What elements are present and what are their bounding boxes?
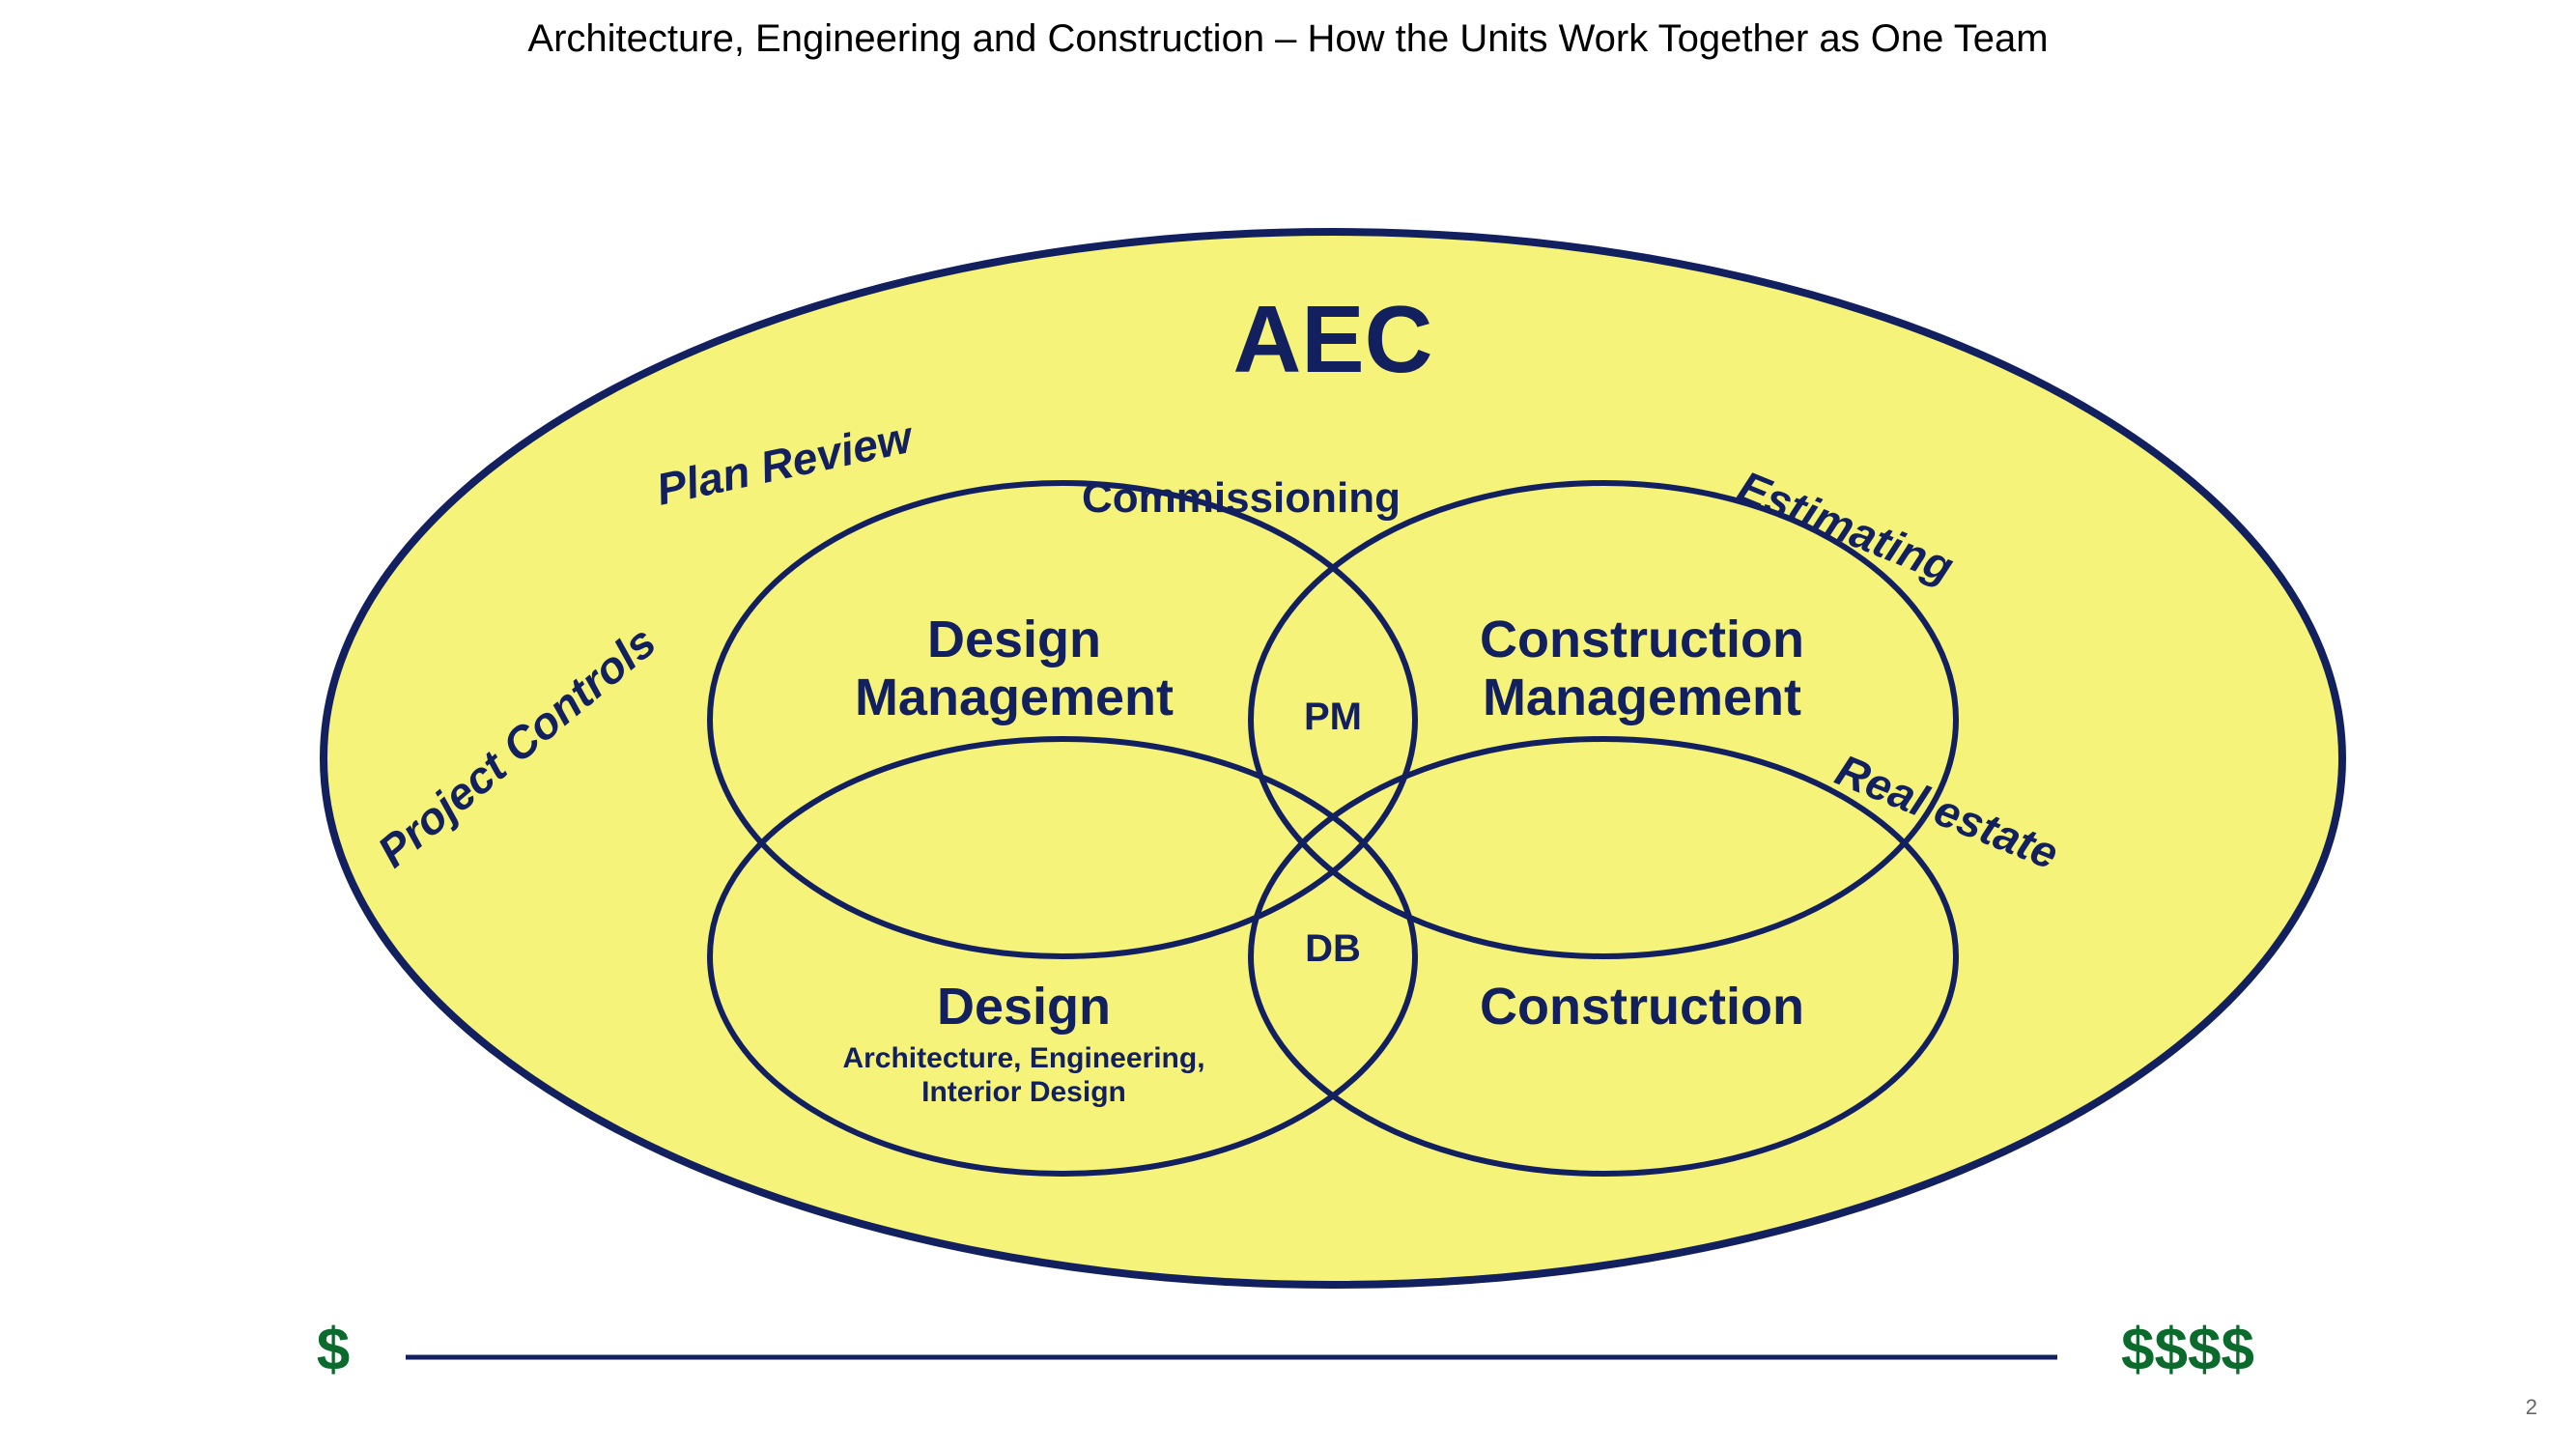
label-constr: Construction (1480, 978, 1804, 1036)
label-design_s2: Interior Design (921, 1076, 1126, 1108)
label-dm_line2: Management (855, 668, 1174, 726)
spectrum-left-dollar: $ (317, 1317, 350, 1383)
slide: Architecture, Engineering and Constructi… (0, 0, 2576, 1449)
page-number: 2 (2526, 1395, 2537, 1420)
label-design_s1: Architecture, Engineering, (842, 1042, 1204, 1074)
label-dm_line1: Design (927, 611, 1101, 668)
ring-label-commissioning: Commissioning (1082, 474, 1401, 522)
label-db: DB (1305, 927, 1361, 970)
label-pm: PM (1304, 696, 1362, 738)
label-cm_line2: Management (1483, 668, 1801, 726)
label-aec: AEC (1233, 286, 1433, 392)
label-design_hdr: Design (937, 978, 1111, 1036)
aec-venn-diagram: AECDesignManagementConstructionManagemen… (0, 0, 2576, 1449)
label-cm_line1: Construction (1480, 611, 1804, 668)
spectrum-right-dollar: $$$$ (2121, 1317, 2254, 1383)
